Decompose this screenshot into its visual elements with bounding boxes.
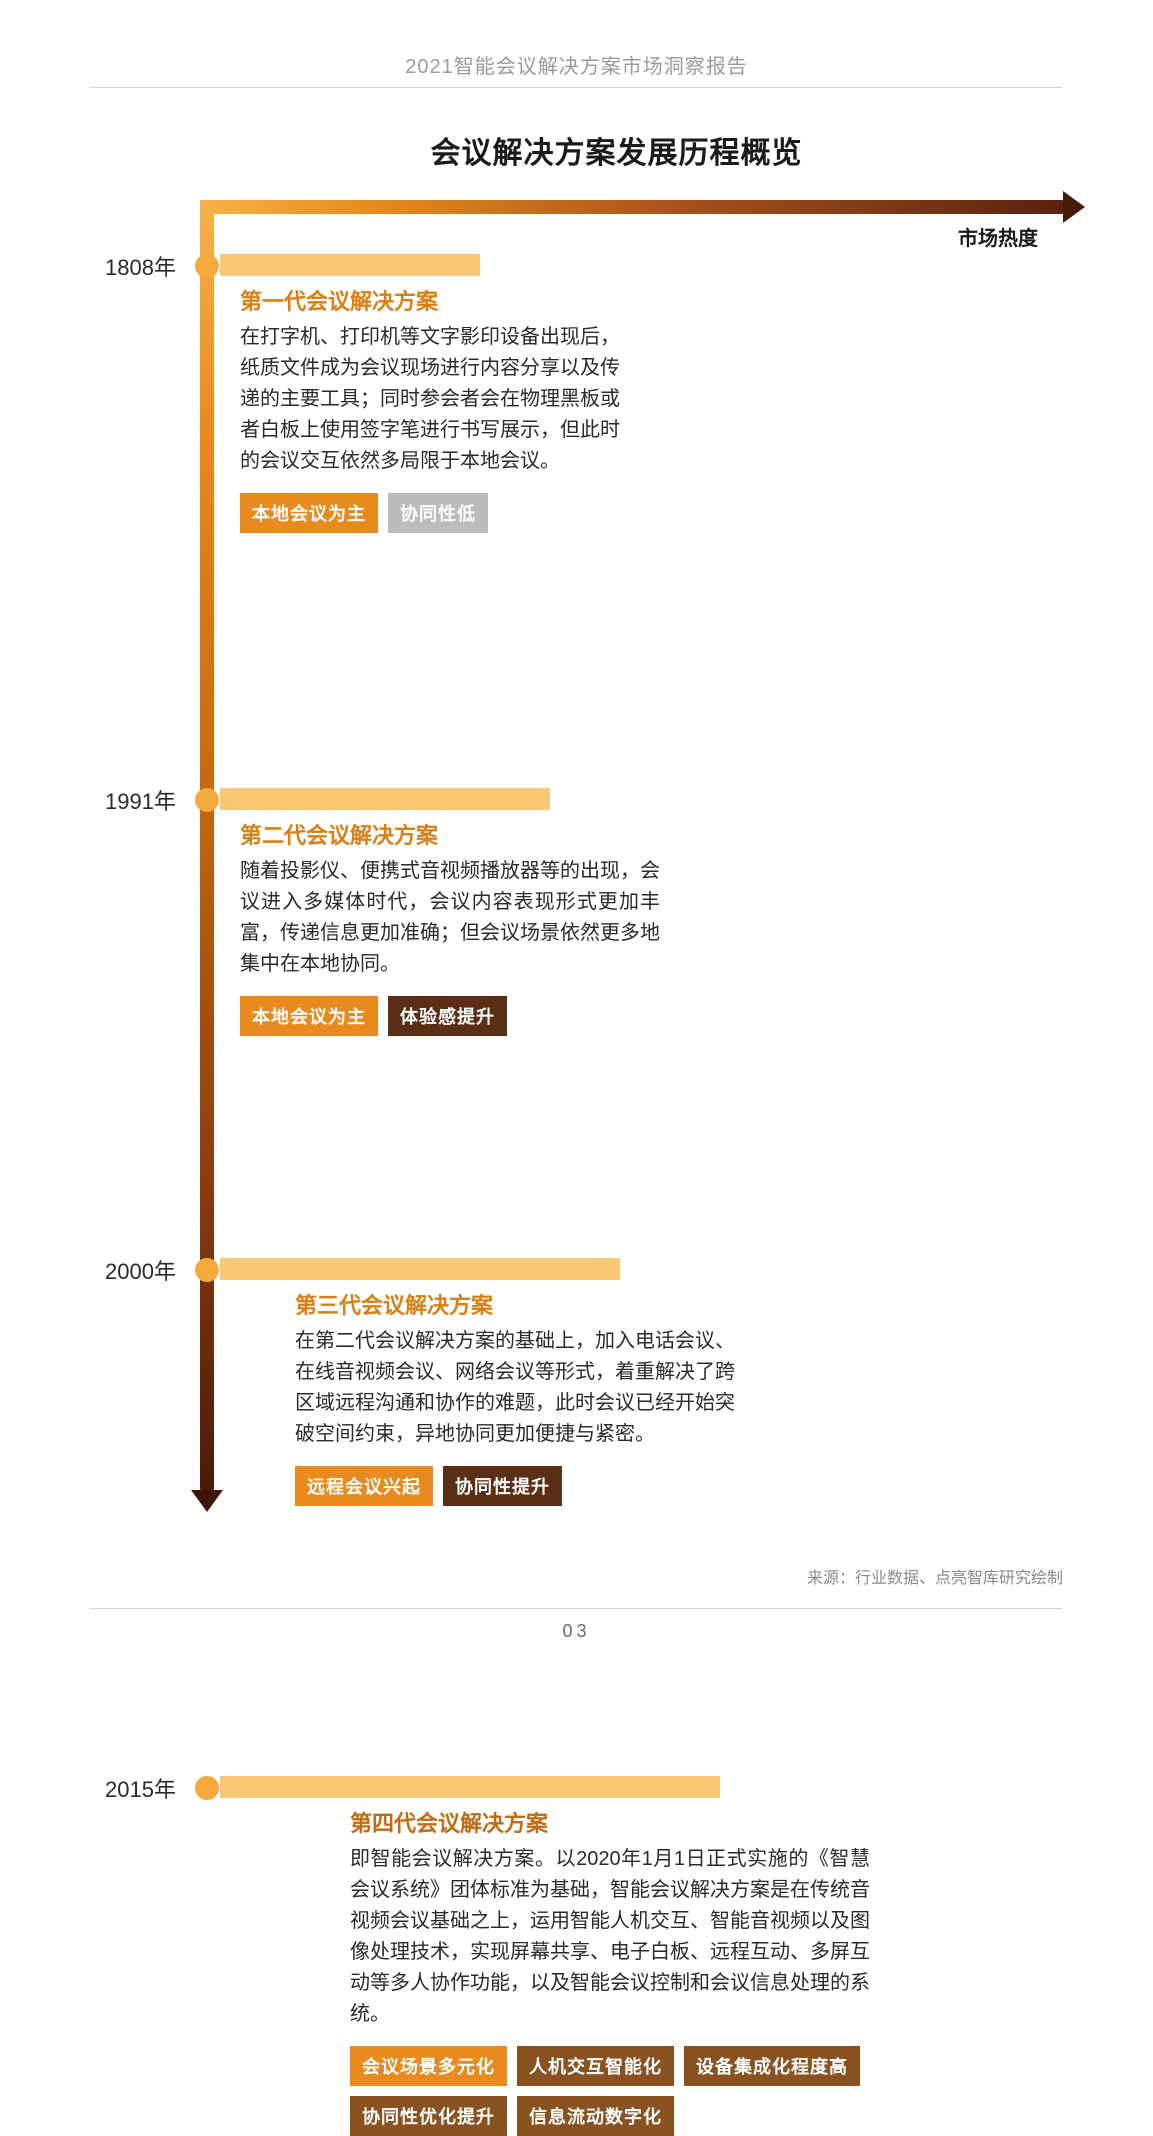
feature-tag: 远程会议兴起 <box>295 1466 433 1506</box>
main-title: 会议解决方案发展历程概览 <box>170 128 1063 172</box>
feature-tag: 信息流动数字化 <box>517 2096 674 2136</box>
timeline-dot <box>195 1258 219 1282</box>
generation-description: 即智能会议解决方案。以2020年1月1日正式实施的《智慧会议系统》团体标准为基础… <box>350 1844 870 2030</box>
source-text: 来源：行业数据、点亮智库研究绘制 <box>90 1564 1063 1588</box>
feature-tag: 会议场景多元化 <box>350 2046 507 2086</box>
feature-tag: 协同性提升 <box>443 1466 562 1506</box>
feature-tag: 协同性优化提升 <box>350 2096 507 2136</box>
feature-tag: 人机交互智能化 <box>517 2046 674 2086</box>
header-divider <box>90 87 1063 88</box>
timeline-year: 2015年 <box>105 1772 176 1804</box>
timeline-entry: 1808年第一代会议解决方案在打字机、打印机等文字影印设备出现后，纸质文件成为会… <box>110 214 1063 414</box>
report-header-title: 2021智能会议解决方案市场洞察报告 <box>90 50 1063 79</box>
timeline-entry: 2000年第三代会议解决方案在第二代会议解决方案的基础上，加入电话会议、在线音视… <box>110 614 1063 814</box>
timeline-dot <box>195 1776 219 1800</box>
timeline-year: 2000年 <box>105 1254 176 1286</box>
timeline-dot <box>195 254 219 278</box>
timeline-heat-bar <box>220 1258 620 1280</box>
tag-row: 会议场景多元化人机交互智能化设备集成化程度高协同性优化提升信息流动数字化 <box>350 2046 870 2136</box>
generation-title: 第三代会议解决方案 <box>295 1288 735 1320</box>
generation-title: 第一代会议解决方案 <box>240 284 620 316</box>
tag-row: 远程会议兴起协同性提升 <box>295 1466 735 1506</box>
page-number: 03 <box>90 1621 1063 1642</box>
timeline-content: 第四代会议解决方案即智能会议解决方案。以2020年1月1日正式实施的《智慧会议系… <box>350 1806 870 2136</box>
timeline-dot <box>195 788 219 812</box>
timeline-heat-bar <box>220 1776 720 1798</box>
timeline-content: 第三代会议解决方案在第二代会议解决方案的基础上，加入电话会议、在线音视频会议、网… <box>295 1288 735 1506</box>
timeline-heat-bar <box>220 254 480 276</box>
feature-tag: 设备集成化程度高 <box>684 2046 860 2086</box>
market-heat-axis <box>200 200 1063 214</box>
timeline-entry: 2015年第四代会议解决方案即智能会议解决方案。以2020年1月1日正式实施的《… <box>110 814 1063 1014</box>
timeline-year: 1808年 <box>105 250 176 282</box>
generation-description: 在第二代会议解决方案的基础上，加入电话会议、在线音视频会议、网络会议等形式，着重… <box>295 1326 735 1450</box>
timeline: 市场热度 1808年第一代会议解决方案在打字机、打印机等文字影印设备出现后，纸质… <box>110 200 1063 1534</box>
footer-divider <box>90 1608 1063 1609</box>
generation-title: 第四代会议解决方案 <box>350 1806 870 1838</box>
timeline-entry: 1991年第二代会议解决方案随着投影仪、便携式音视频播放器等的出现，会议进入多媒… <box>110 414 1063 614</box>
